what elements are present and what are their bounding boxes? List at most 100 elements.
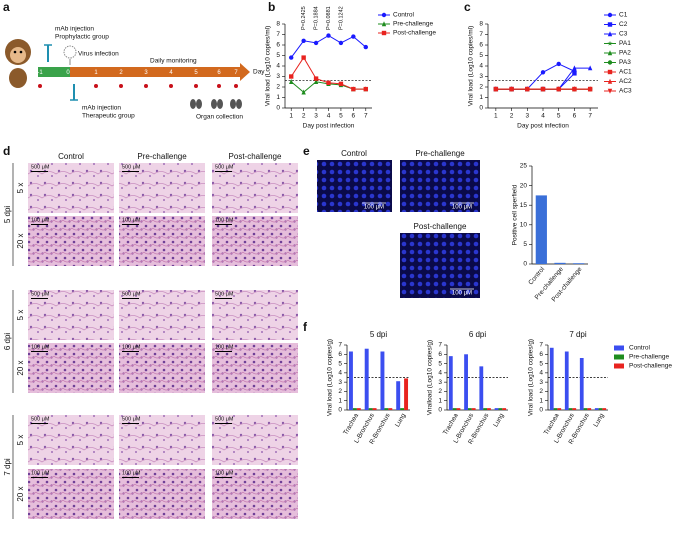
y-tick-label: 4 <box>479 63 483 70</box>
scale-bar-label: 500 μM <box>31 416 50 422</box>
legend-marker <box>607 78 613 84</box>
scale-bar-label: 500 μM <box>122 416 141 422</box>
data-point <box>509 86 514 92</box>
y-tick-label: 5 <box>523 241 527 248</box>
y-tick-label: 7 <box>338 342 342 349</box>
y-tick-label: 1 <box>438 397 442 404</box>
bar <box>372 408 377 410</box>
histology-image <box>119 415 205 465</box>
annotation: P=0.2425 <box>301 6 307 30</box>
y-tick-label: 7 <box>276 31 280 38</box>
bar <box>448 356 453 410</box>
bar <box>348 351 353 410</box>
bar <box>487 408 491 410</box>
y-tick-label: 20 <box>520 182 528 189</box>
legend-swatch <box>614 363 624 369</box>
y-tick-label: 5 <box>276 52 280 59</box>
scale-bar-label: 500 μM <box>122 291 141 297</box>
y-axis-label: Viral load (Log10 copies/ml) <box>265 26 272 106</box>
bar <box>587 408 592 410</box>
scale-bar-label: 500 μM <box>215 416 234 422</box>
data-point <box>301 55 306 60</box>
bar <box>583 408 588 410</box>
data-point <box>525 86 530 92</box>
y-tick-label: 2 <box>539 388 543 395</box>
legend-marker <box>607 69 613 75</box>
scale-bar-label: 100 μM <box>122 217 141 223</box>
bar <box>396 381 401 410</box>
y-tick-label: 7 <box>479 31 483 38</box>
bar <box>549 347 554 410</box>
bar <box>400 408 405 410</box>
scale-bar-label: 100 μM <box>122 470 141 476</box>
magnification-label: 20 x <box>16 486 25 501</box>
day-number: 0 <box>66 70 70 76</box>
x-tick-label: Lung <box>394 412 407 428</box>
bar <box>554 262 566 264</box>
histology-image <box>28 290 114 340</box>
y-axis-label: Viral load (Log10 copies/g) <box>327 339 334 416</box>
data-point <box>289 74 294 79</box>
group-label: 5 dpi <box>3 206 12 224</box>
therapeutic-label: mAb injection <box>82 105 121 112</box>
data-point <box>572 71 577 76</box>
legend-swatch <box>614 354 624 360</box>
legend-marker <box>381 21 387 27</box>
legend-label: C1 <box>619 12 628 19</box>
legend-label: Pre-challenge <box>393 21 433 28</box>
panel-label: e <box>303 144 310 158</box>
y-tick-label: 0 <box>539 407 543 414</box>
legend-marker <box>607 50 613 56</box>
legend-marker <box>607 12 613 18</box>
day-number: 5 <box>194 70 198 76</box>
annotation: P=0.0881 <box>326 6 332 30</box>
x-tick-label: 4 <box>541 113 545 120</box>
legend-swatch <box>614 345 624 351</box>
day-number: 3 <box>144 70 148 76</box>
data-point <box>338 40 344 46</box>
image-label: Pre-challenge <box>415 149 465 158</box>
data-point <box>540 86 546 92</box>
legend-label: Post-challenge <box>629 363 672 370</box>
data-point <box>556 61 561 67</box>
scale-bar-label: 100 μM <box>215 217 234 223</box>
x-tick-label: 7 <box>588 113 592 120</box>
day-number: 4 <box>169 70 173 76</box>
series-line <box>290 34 367 58</box>
histology-image <box>212 290 298 340</box>
x-tick-label: 2 <box>510 113 514 120</box>
column-header: Post-challenge <box>229 152 282 161</box>
y-tick-label: 7 <box>438 342 442 349</box>
bar <box>602 408 607 410</box>
bar <box>573 263 585 264</box>
y-tick-label: 2 <box>338 388 342 395</box>
scale-bar-label: 100 μM <box>31 344 50 350</box>
image-label: Control <box>341 149 367 158</box>
y-tick-label: 1 <box>539 397 543 404</box>
bar <box>557 408 562 410</box>
legend-label: AC1 <box>619 69 632 76</box>
y-tick-label: 7 <box>539 342 543 349</box>
data-point <box>301 38 306 43</box>
histology-image <box>119 163 205 213</box>
x-tick-label: 6 <box>352 113 356 120</box>
y-tick-label: 3 <box>338 379 342 386</box>
magnification-label: 5 x <box>16 310 25 321</box>
panel-label: b <box>268 0 275 14</box>
scale-bar-label: 100 μM <box>215 470 234 476</box>
legend-marker <box>381 30 387 36</box>
bar <box>579 358 584 410</box>
bar <box>380 351 385 410</box>
bar <box>456 408 461 410</box>
y-tick-label: 4 <box>438 370 442 377</box>
y-tick-label: 8 <box>276 21 280 28</box>
legend-label: PA2 <box>619 50 631 57</box>
legend-label: Control <box>393 12 415 19</box>
bar <box>368 408 373 410</box>
y-tick-label: 5 <box>539 360 543 367</box>
histology-image <box>28 415 114 465</box>
bar <box>479 366 484 410</box>
legend-marker <box>607 60 613 65</box>
histology-image <box>212 415 298 465</box>
legend-marker <box>607 22 613 27</box>
